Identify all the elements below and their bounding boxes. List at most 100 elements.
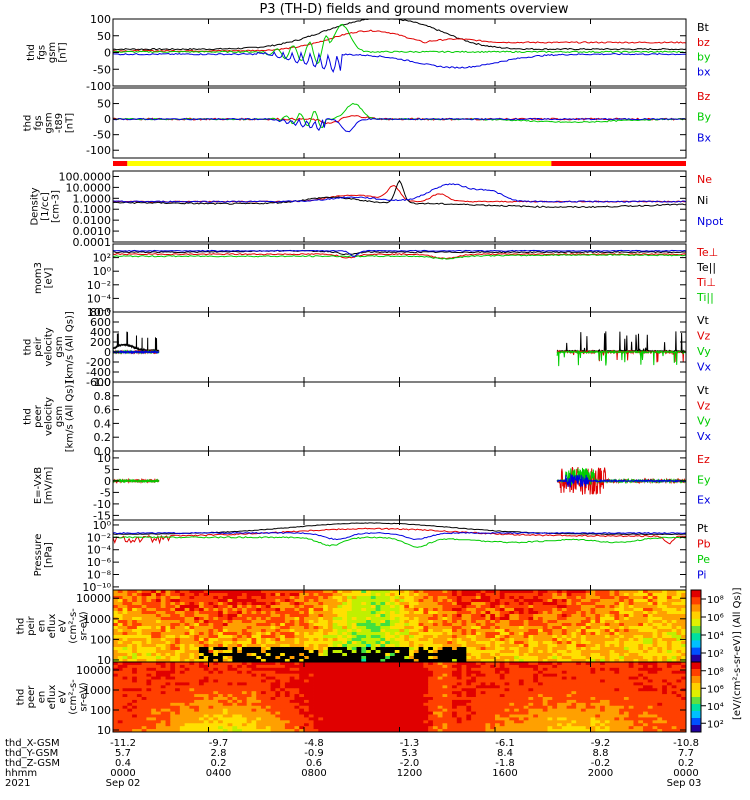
spectrogram-cell	[389, 602, 396, 606]
spectrogram-cell	[495, 656, 501, 660]
spectrogram-cell	[409, 664, 415, 669]
spectrogram-cell	[385, 726, 391, 730]
spectrogram-cell	[246, 705, 252, 710]
spectrogram-cell	[361, 723, 367, 727]
spectrogram-cell	[423, 656, 429, 660]
spectrogram-cell	[175, 593, 181, 597]
spectrogram-cell	[284, 647, 291, 651]
spectrogram-cell	[122, 653, 128, 657]
spectrogram-cell	[256, 632, 262, 636]
spectrogram-cell	[280, 726, 286, 730]
spectrogram-cell	[275, 682, 281, 686]
spectrogram-cell	[222, 608, 228, 612]
spectrogram-cell	[366, 617, 372, 621]
spectrogram-cell	[375, 679, 381, 683]
spectrogram-cell	[585, 635, 591, 639]
spectrogram-cell	[222, 667, 228, 672]
spectrogram-cell	[251, 714, 257, 718]
spectrogram-cell	[304, 708, 310, 712]
spectrogram-cell	[265, 599, 271, 603]
spectrogram-cell	[313, 726, 319, 730]
spectrogram-cell	[447, 596, 453, 600]
spectrogram-cell	[313, 599, 319, 603]
spectrogram-cell	[528, 620, 534, 624]
spectrogram-cell	[681, 608, 687, 612]
spectrogram-cell	[533, 632, 539, 636]
spectrogram-cell	[580, 623, 587, 627]
spectrogram-cell	[566, 638, 572, 642]
spectrogram-cell	[423, 653, 429, 657]
spectrogram-cell	[413, 673, 420, 677]
spectrogram-cell	[442, 626, 448, 630]
spectrogram-cell	[346, 653, 353, 657]
spectrogram-cell	[490, 638, 496, 642]
spectrogram-cell	[471, 608, 477, 612]
spectrogram-cell	[256, 656, 262, 660]
spectrogram-cell	[633, 617, 639, 621]
spectrogram-cell	[657, 614, 663, 618]
spectrogram-cell	[313, 632, 319, 636]
spectrogram-cell	[346, 629, 353, 633]
spectrogram-cell	[227, 723, 233, 727]
spectrogram-cell	[151, 673, 157, 677]
spectrogram-cell	[246, 691, 252, 695]
spectrogram-cell	[346, 620, 353, 624]
spectrogram-cell	[389, 676, 396, 680]
spectrogram-cell	[304, 729, 310, 733]
spectrogram-cell	[533, 620, 539, 624]
spectrogram-cell	[318, 614, 324, 618]
spectrogram-cell	[595, 599, 601, 603]
spectrogram-cell	[203, 626, 209, 630]
spectrogram-cell	[389, 635, 396, 639]
spectrogram-cell	[356, 656, 362, 660]
spectrogram-cell	[318, 679, 324, 683]
spectrogram-cell	[342, 662, 348, 666]
spectrogram-cell	[189, 596, 195, 600]
spectrogram-cell	[404, 614, 410, 618]
spectrogram-cell	[246, 673, 252, 677]
spectrogram-cell	[160, 662, 166, 666]
spectrogram-cell	[265, 685, 271, 689]
spectrogram-cell	[366, 623, 372, 627]
spectrogram-cell	[428, 688, 434, 692]
spectrogram-cell	[447, 691, 453, 695]
spectrogram-cell	[203, 608, 209, 612]
spectrogram-cell	[523, 608, 529, 612]
spectrogram-cell	[399, 599, 405, 603]
spectrogram-cell	[652, 656, 658, 660]
spectrogram-cell	[413, 596, 420, 600]
spectrogram-cell	[265, 653, 271, 657]
spectrogram-cell	[676, 623, 682, 627]
spectrogram-cell	[342, 714, 348, 718]
spectrogram-cell	[151, 705, 157, 710]
spectrogram-cell	[399, 596, 405, 600]
spectrogram-cell	[141, 717, 147, 721]
spectrogram-cell	[619, 656, 625, 660]
spectrogram-cell	[394, 599, 400, 603]
spectrogram-cell	[308, 608, 314, 612]
spectrogram-cell	[208, 629, 214, 633]
spectrogram-cell	[542, 644, 548, 648]
spectrogram-cell	[127, 702, 133, 707]
spectrogram-cell	[456, 635, 462, 639]
spectrogram-cell	[404, 685, 410, 689]
spectrogram-cell	[222, 632, 228, 636]
spectrogram-cell	[189, 632, 195, 636]
y-tick-label: -50	[93, 129, 111, 142]
spectrogram-cell	[380, 664, 386, 669]
spectrogram-cell	[466, 647, 472, 651]
spectrogram-cell	[179, 617, 186, 621]
spectrogram-cell	[132, 659, 138, 663]
spectrogram-cell	[203, 729, 209, 733]
spectrogram-cell	[676, 656, 682, 660]
spectrogram-cell	[461, 638, 467, 642]
spectrogram-cell	[251, 723, 257, 727]
spectrogram-cell	[423, 596, 429, 600]
spectrogram-cell	[251, 694, 257, 698]
spectrogram-cell	[432, 644, 439, 648]
spectrogram-cell	[456, 656, 462, 660]
spectrogram-cell	[194, 714, 200, 718]
spectrogram-cell	[203, 717, 209, 721]
spectrogram-cell	[528, 635, 534, 639]
